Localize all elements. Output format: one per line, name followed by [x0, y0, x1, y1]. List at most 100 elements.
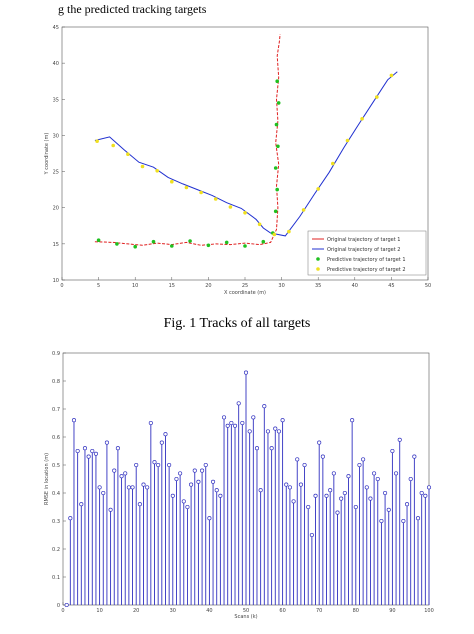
stem-marker: [342, 490, 347, 496]
stem-marker: [284, 482, 289, 487]
stem-marker: [390, 448, 395, 454]
stem-marker: [298, 482, 303, 487]
predicted-point-target-2: [140, 164, 145, 169]
y-tick-label: 0.2: [52, 547, 60, 553]
predicted-point-target-2: [228, 205, 233, 209]
y-tick-label: 0.3: [52, 519, 60, 525]
x-tick-label: 10: [132, 283, 138, 289]
stem-marker: [178, 471, 183, 476]
stem-marker: [137, 502, 142, 507]
legend-label: Predictive trajectory of target 2: [327, 267, 406, 273]
predicted-point-target-2: [126, 152, 130, 156]
y-tick-label: 0.8: [52, 379, 60, 385]
stem-marker: [115, 446, 120, 451]
stem-marker: [104, 440, 109, 445]
stem-marker: [126, 485, 131, 490]
legend-swatch: [316, 257, 320, 261]
stem-marker: [71, 418, 77, 423]
stem-marker: [328, 488, 333, 493]
stem-marker: [211, 479, 216, 484]
x-tick-label: 30: [170, 608, 176, 614]
x-tick-label: 20: [205, 283, 211, 289]
stem-marker: [218, 493, 223, 498]
predicted-point-target-2: [257, 222, 262, 227]
stem-marker: [232, 423, 238, 428]
predicted-point-target-2: [316, 187, 321, 191]
stem-marker: [313, 493, 318, 498]
series-line-target-1: [94, 34, 281, 246]
stem-marker: [251, 415, 256, 420]
stem-marker: [196, 479, 201, 484]
predicted-point-target-1: [275, 187, 280, 192]
x-tick-label: 35: [315, 283, 321, 289]
stem-marker: [426, 485, 432, 490]
stem-marker: [189, 482, 194, 487]
truncated-top-text: g the predicted tracking targets: [58, 2, 207, 16]
stem-marker: [163, 432, 168, 437]
x-tick-label: 70: [316, 608, 322, 614]
stem-marker: [214, 488, 219, 493]
stem-marker: [423, 493, 428, 498]
stem-marker: [339, 496, 344, 501]
predicted-point-target-2: [184, 185, 189, 190]
y-tick-label: 40: [53, 61, 59, 67]
series-line-target-2: [94, 71, 398, 237]
stem-marker: [317, 440, 322, 445]
figure-1-caption: Fig. 1 Tracks of all targets: [163, 316, 311, 331]
predicted-point-target-1: [170, 244, 174, 248]
predicted-point-target-2: [360, 117, 364, 121]
stem-marker: [93, 451, 98, 456]
predicted-point-target-1: [276, 101, 281, 105]
stem-marker: [273, 426, 278, 431]
y-tick-label: 45: [53, 25, 59, 31]
x-tick-label: 0: [60, 283, 63, 289]
stem-marker: [112, 468, 117, 473]
x-tick-label: 10: [96, 608, 102, 614]
legend-label: Original trajectory of target 1: [327, 237, 400, 243]
stem-marker: [203, 462, 208, 468]
legend-label: Predictive trajectory of target 1: [327, 257, 406, 263]
stem-marker: [159, 440, 164, 445]
stem-marker: [324, 493, 329, 498]
stem-marker: [394, 471, 399, 476]
stem-marker: [145, 485, 150, 490]
x-tick-label: 5: [97, 283, 100, 289]
predicted-point-target-2: [375, 95, 379, 99]
stem-marker: [412, 454, 417, 459]
x-tick-label: 80: [353, 608, 359, 614]
stem-marker: [397, 437, 402, 442]
predicted-point-target-1: [151, 239, 156, 244]
stem-marker: [240, 420, 245, 426]
predicted-point-target-1: [273, 209, 278, 214]
stem-marker: [229, 420, 234, 426]
predicted-point-target-2: [243, 211, 247, 215]
x-tick-label: 60: [279, 608, 285, 614]
y-tick-label: 30: [53, 133, 59, 139]
stem-marker: [64, 602, 69, 608]
stem-marker: [170, 493, 175, 498]
stem-marker: [386, 507, 391, 512]
stem-marker: [383, 490, 388, 496]
stem-marker: [97, 485, 102, 490]
y-tick-label: 20: [53, 206, 59, 212]
stem-marker: [364, 485, 369, 490]
legend-swatch: [316, 267, 320, 271]
stem-marker: [357, 462, 362, 468]
stem-marker: [134, 462, 139, 468]
stem-marker: [221, 415, 227, 420]
stem-marker: [287, 485, 292, 490]
stem-marker: [167, 462, 172, 468]
predicted-point-target-2: [95, 139, 99, 143]
stem-marker: [419, 490, 424, 496]
stem-marker: [415, 516, 421, 521]
predicted-point-target-1: [224, 240, 229, 245]
stem-marker: [192, 468, 197, 473]
predicted-point-target-2: [389, 73, 394, 78]
stem-marker: [335, 510, 340, 515]
stem-marker: [108, 507, 113, 512]
stem-marker: [379, 518, 384, 524]
stem-marker: [243, 370, 249, 375]
x-tick-label: 100: [424, 608, 434, 614]
x-tick-label: 30: [278, 283, 284, 289]
stem-marker: [258, 488, 263, 493]
